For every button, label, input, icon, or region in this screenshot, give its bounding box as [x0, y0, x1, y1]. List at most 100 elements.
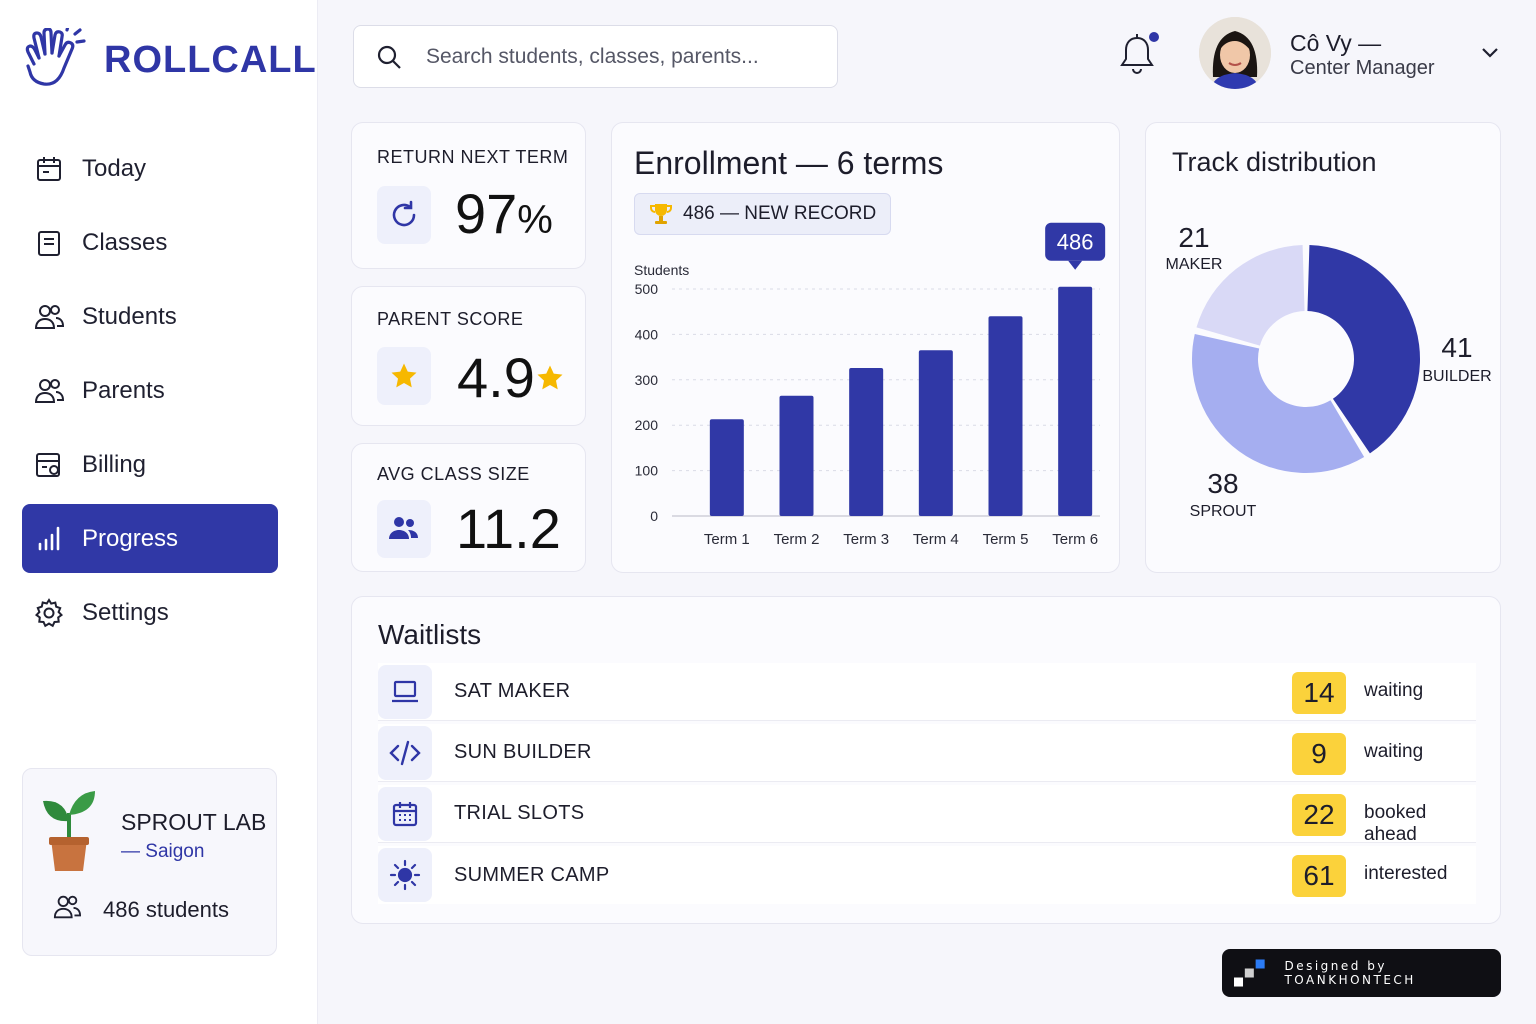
bar	[1058, 286, 1093, 516]
slice-value-label: 38	[1207, 468, 1238, 499]
stat-label: RETURN NEXT TERM	[377, 147, 569, 167]
logo[interactable]: ROLLCALL	[20, 28, 317, 92]
refresh-icon	[377, 186, 431, 244]
bar	[918, 350, 953, 516]
record-badge-label: 486 — NEW RECORD	[683, 203, 877, 224]
sidebar-item-settings[interactable]: Settings	[22, 578, 278, 647]
waitlist-name: SAT MAKER	[454, 680, 571, 702]
slice-value-label: 21	[1178, 222, 1209, 253]
stat-card-parent-score: PARENT SCORE 4.9	[351, 286, 586, 426]
sidebar-item-progress[interactable]: Progress	[22, 504, 278, 573]
star-icon	[537, 365, 563, 390]
sidebar-item-label: Settings	[82, 598, 169, 626]
y-axis-label: Students	[634, 262, 689, 278]
waitlist-count-badge: 61	[1292, 855, 1346, 897]
sidebar-nav: Today Classes Students Parents Billing	[22, 134, 278, 652]
waitlist-count-badge: 22	[1292, 794, 1346, 836]
calendar-icon	[34, 154, 64, 184]
track-distribution-card: Track distribution 41 BUILDER 38 SPROUT 21 MA…	[1145, 122, 1501, 573]
sidebar-item-parents[interactable]: Parents	[22, 356, 278, 425]
waitlist-row[interactable]: TRIAL SLOTS 22 booked ahead	[378, 785, 1476, 845]
waitlist-name: SUN BUILDER	[454, 741, 592, 763]
avatar[interactable]	[1199, 17, 1271, 89]
org-card[interactable]: SPROUT LAB — Saigon 486 students	[22, 768, 277, 956]
waitlist-name: TRIAL SLOTS	[454, 802, 585, 824]
org-city: — Saigon	[121, 841, 205, 862]
chevron-down-icon[interactable]	[1480, 46, 1500, 60]
document-icon	[34, 228, 64, 258]
waitlist-row[interactable]: SUMMER CAMP 61 interested	[378, 846, 1476, 904]
bell-icon	[1120, 34, 1154, 74]
group-icon	[377, 500, 431, 558]
sun-icon	[378, 848, 432, 902]
waitlist-status: waiting	[1364, 680, 1424, 701]
stat-value-number: 97	[455, 182, 518, 245]
stat-card-avg-class-size: AVG CLASS SIZE 11.2	[351, 443, 586, 572]
users-icon	[53, 893, 82, 926]
gear-icon	[34, 597, 64, 628]
track-title: Track distribution	[1172, 147, 1377, 177]
stat-value-unit: %	[517, 198, 553, 242]
stat-value-parent-score: 4.9	[457, 346, 535, 409]
y-tick-label: 400	[635, 326, 659, 342]
waitlist-row[interactable]: SUN BUILDER 9 waiting	[378, 724, 1476, 782]
x-tick-label: Term 3	[843, 531, 889, 548]
x-tick-label: Term 4	[913, 531, 959, 548]
x-tick-label: Term 2	[774, 531, 820, 548]
waitlist-name: SUMMER CAMP	[454, 863, 610, 886]
waitlist-status: waiting	[1364, 741, 1424, 762]
search-input[interactable]	[426, 44, 806, 69]
x-tick-label: Term 5	[983, 531, 1029, 548]
org-student-number: 486	[103, 897, 140, 922]
track-donut-chart: 41 BUILDER 38 SPROUT 21 MAKER	[1166, 222, 1492, 520]
sidebar-item-today[interactable]: Today	[22, 134, 278, 203]
waitlists-title: Waitlists	[378, 619, 482, 650]
donut-slice	[1192, 333, 1365, 473]
record-callout: 486	[1045, 222, 1106, 270]
waitlist-status: interested	[1364, 863, 1448, 884]
search-bar[interactable]	[353, 25, 838, 88]
chart-title: Enrollment — 6 terms	[634, 145, 944, 181]
org-student-count: 486 students	[103, 897, 229, 923]
callout-label: 486	[1057, 230, 1094, 255]
waitlist-status: booked ahead	[1364, 802, 1427, 845]
sidebar-item-billing[interactable]: Billing	[22, 430, 278, 499]
sidebar: ROLLCALL Today Classes Students Parents	[0, 0, 318, 1024]
record-badge: 486 — NEW RECORD	[634, 193, 892, 235]
bar	[988, 316, 1023, 516]
billing-icon	[34, 450, 64, 480]
user-name: Cô Vy —	[1290, 30, 1382, 56]
sidebar-item-label: Students	[82, 302, 177, 330]
y-tick-label: 300	[635, 372, 659, 388]
callout-pointer	[1068, 260, 1083, 270]
brand-name: ROLLCALL	[104, 38, 317, 81]
bar	[849, 367, 884, 516]
enrollment-card: Enrollment — 6 terms 486 — NEW RECORD St…	[611, 122, 1120, 573]
bar	[779, 395, 814, 516]
code-icon	[378, 725, 432, 780]
waitlist-row[interactable]: SAT MAKER 14 waiting	[378, 663, 1476, 721]
y-tick-label: 200	[635, 417, 659, 433]
donut-slice	[1307, 245, 1420, 454]
enrollment-bar-chart: Students 0 100 200 300 400 500 Term 1 Term 2 Term…	[634, 222, 1106, 548]
sidebar-item-label: Billing	[82, 450, 147, 478]
stat-card-return: RETURN NEXT TERM 97%	[351, 122, 586, 269]
sidebar-item-classes[interactable]: Classes	[22, 208, 278, 277]
sidebar-item-label: Progress	[82, 524, 179, 552]
notifications-button[interactable]	[1117, 32, 1159, 78]
sidebar-item-students[interactable]: Students	[22, 282, 278, 351]
notification-dot	[1149, 32, 1159, 42]
credit-badge: Designed by TOANKHONTECH	[1222, 949, 1501, 997]
credit-logo-icon	[1234, 959, 1265, 987]
stat-value-return: 97%	[455, 181, 553, 246]
sidebar-item-label: Classes	[82, 228, 168, 256]
slice-category-label: BUILDER	[1422, 368, 1491, 385]
bar-chart-icon	[34, 524, 64, 554]
y-tick-label: 0	[650, 508, 658, 524]
calendar-icon	[378, 786, 432, 841]
stat-label: AVG CLASS SIZE	[377, 464, 530, 484]
y-tick-label: 100	[635, 463, 659, 479]
trophy-icon	[650, 204, 672, 224]
donut-slice	[1196, 245, 1305, 346]
bar	[709, 419, 744, 516]
